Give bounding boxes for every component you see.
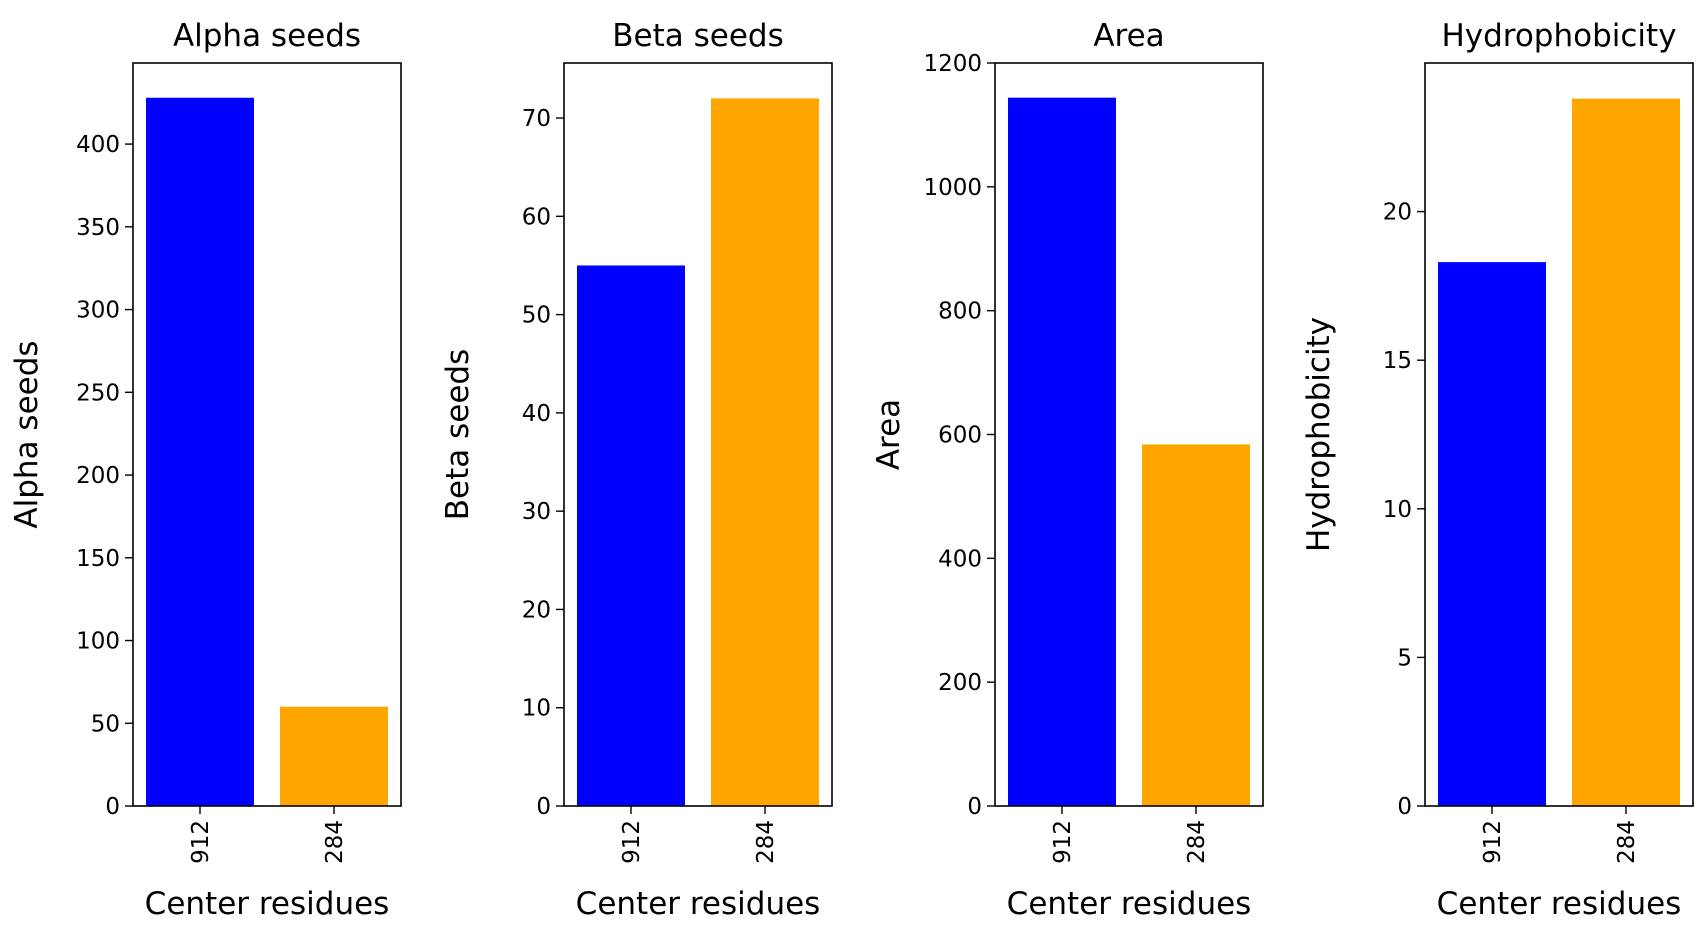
y-tick-label: 250 [76,380,120,406]
y-tick-label: 20 [522,597,551,623]
bar-284 [1142,444,1250,806]
y-tick-label: 1000 [923,175,982,201]
y-tick-label: 30 [522,499,551,525]
chart-panel: 0 50 100 150 200 250 300 350 400 912 284 Alpha seed… [9,18,402,922]
y-tick-label: 70 [522,106,551,132]
chart-title: Hydrophobicity [1441,18,1676,54]
y-tick-label: 200 [938,670,982,696]
x-tick-label: 284 [322,820,348,864]
x-tick-label: 912 [619,820,645,864]
y-tick-label: 0 [105,794,120,820]
y-tick-label: 800 [938,299,982,325]
chart-panel: 0 10 20 30 40 50 60 70 912 284 Beta seeds Center re… [440,18,833,922]
x-axis-label: Center residues [1007,886,1252,922]
y-tick-label: 5 [1397,645,1412,671]
y-tick-label: 200 [76,463,120,489]
y-tick-label: 400 [76,132,120,158]
y-tick-label: 0 [536,794,551,820]
chart-title: Area [1093,18,1164,54]
x-tick-label: 912 [1480,820,1506,864]
y-tick-label: 100 [76,629,120,655]
bar-912 [146,97,254,807]
y-tick-label: 150 [76,546,120,572]
y-axis-label: Beta seeds [440,349,476,520]
y-tick-label: 350 [76,215,120,241]
y-axis-label: Hydrophobicity [1301,317,1337,552]
y-tick-label: 0 [1397,794,1412,820]
chart-title: Beta seeds [612,18,783,54]
bar-912 [1008,97,1116,806]
y-tick-label: 40 [522,401,551,427]
plot-frame [132,62,402,807]
bar-284 [711,98,819,806]
y-tick-label: 50 [522,303,551,329]
chart-panel: 0 200 400 600 800 1000 1200 912 284 Area Center re… [871,18,1264,922]
y-tick-label: 50 [91,711,120,737]
x-tick-label: 284 [1184,820,1210,864]
y-tick-label: 10 [1383,497,1412,523]
x-tick-label: 284 [753,820,779,864]
x-tick-label: 912 [188,820,214,864]
chart-panel: 0 5 10 15 20 912 284 Hydrophobicity Center resid… [1301,18,1694,922]
y-tick-label: 60 [522,204,551,230]
x-axis-label: Center residues [576,886,821,922]
y-axis-label: Area [871,399,907,470]
bar-284 [1572,98,1680,806]
y-tick-label: 600 [938,423,982,449]
y-tick-label: 1200 [923,51,982,77]
bar-284 [280,706,388,806]
bar-912 [577,265,685,807]
y-tick-label: 10 [522,696,551,722]
bar-912 [1438,262,1546,806]
x-tick-label: 912 [1050,820,1076,864]
x-axis-label: Center residues [145,886,390,922]
y-tick-label: 400 [938,546,982,572]
chart-title: Alpha seeds [173,18,361,54]
plot-frame [1424,62,1694,807]
plot-frame [563,62,833,807]
y-tick-label: 300 [76,298,120,324]
y-tick-label: 0 [967,794,982,820]
x-tick-label: 284 [1614,820,1640,864]
y-tick-label: 15 [1383,348,1412,374]
y-axis-label: Alpha seeds [9,340,45,528]
y-tick-label: 20 [1383,200,1412,226]
x-axis-label: Center residues [1437,886,1682,922]
